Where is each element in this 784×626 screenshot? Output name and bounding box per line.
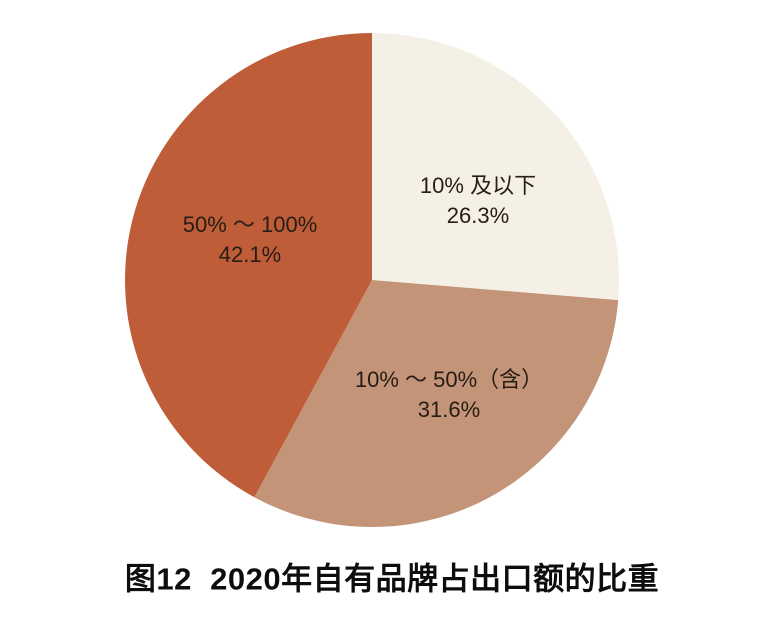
slice-label-text: 10% 及以下	[419, 173, 537, 198]
pie-slice-0	[372, 33, 620, 301]
slice-label-text: 10% ～ 50%（含）	[354, 367, 544, 392]
pie-slice-2	[125, 33, 372, 498]
chart-title: 图12 2020年自有品牌占出口额的比重	[124, 561, 660, 597]
slice-value-text: 26.3%	[446, 203, 510, 228]
slice-value-text: 42.1%	[218, 242, 282, 267]
slice-value-text: 31.6%	[417, 397, 481, 422]
slice-label-10-to-50: 10% ～ 50%（含） 31.6%	[355, 365, 543, 425]
slice-label-10-and-below: 10% 及以下 26.3%	[420, 171, 536, 231]
pie-slice-1	[254, 280, 619, 528]
slice-label-text: 50% ～ 100%	[182, 212, 318, 237]
slice-label-50-to-100: 50% ～ 100% 42.1%	[183, 210, 318, 270]
